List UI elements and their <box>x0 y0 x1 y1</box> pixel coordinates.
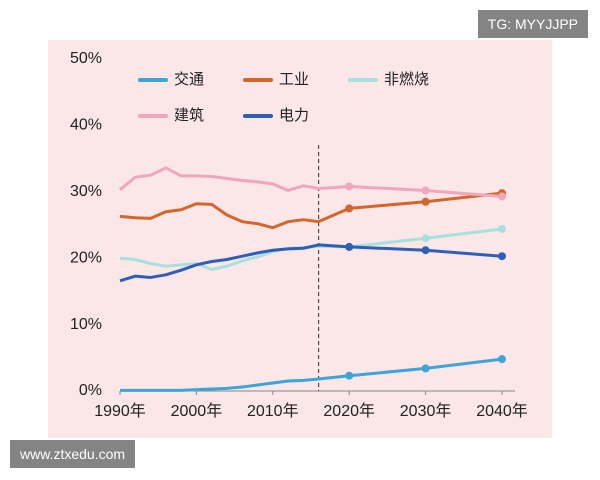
legend-label: 工业 <box>279 71 309 88</box>
y-tick-label: 20% <box>70 249 102 266</box>
x-tick-label: 2040年 <box>476 402 528 420</box>
point-marker <box>498 252 506 261</box>
x-tick-label: 2010年 <box>247 402 299 420</box>
watermark: TG: MYYJJPP <box>477 10 588 38</box>
y-tick-label: 30% <box>70 183 102 200</box>
series-line <box>120 357 503 392</box>
watermark: www.ztxedu.com <box>10 440 136 468</box>
x-tick-label: 2020年 <box>323 402 375 420</box>
x-tick-label: 2000年 <box>171 402 223 420</box>
chart-background <box>48 40 552 438</box>
point-marker <box>421 197 430 206</box>
legend-label: 建筑 <box>174 107 204 124</box>
point-marker <box>421 364 430 373</box>
legend-label: 非燃烧 <box>384 70 429 88</box>
series-line <box>119 166 503 198</box>
series-line <box>119 191 503 230</box>
point-marker <box>498 355 506 364</box>
point-marker <box>421 234 430 243</box>
point-marker <box>345 204 354 213</box>
point-marker <box>421 246 430 255</box>
point-marker <box>498 192 506 201</box>
y-tick-label: 50% <box>70 50 102 67</box>
x-tick-label: 1990年 <box>94 402 146 420</box>
x-tick-label: 2030年 <box>400 402 452 420</box>
point-marker <box>421 186 430 195</box>
series-line <box>119 243 503 283</box>
y-tick-label: 0% <box>79 382 102 399</box>
legend-label: 交通 <box>174 70 204 88</box>
point-marker <box>345 242 354 251</box>
point-marker <box>345 371 354 380</box>
y-tick-label: 40% <box>70 117 102 134</box>
point-marker <box>498 224 506 233</box>
legend-label: 电力 <box>279 107 309 124</box>
point-marker <box>345 182 354 191</box>
y-tick-label: 10% <box>70 316 102 333</box>
